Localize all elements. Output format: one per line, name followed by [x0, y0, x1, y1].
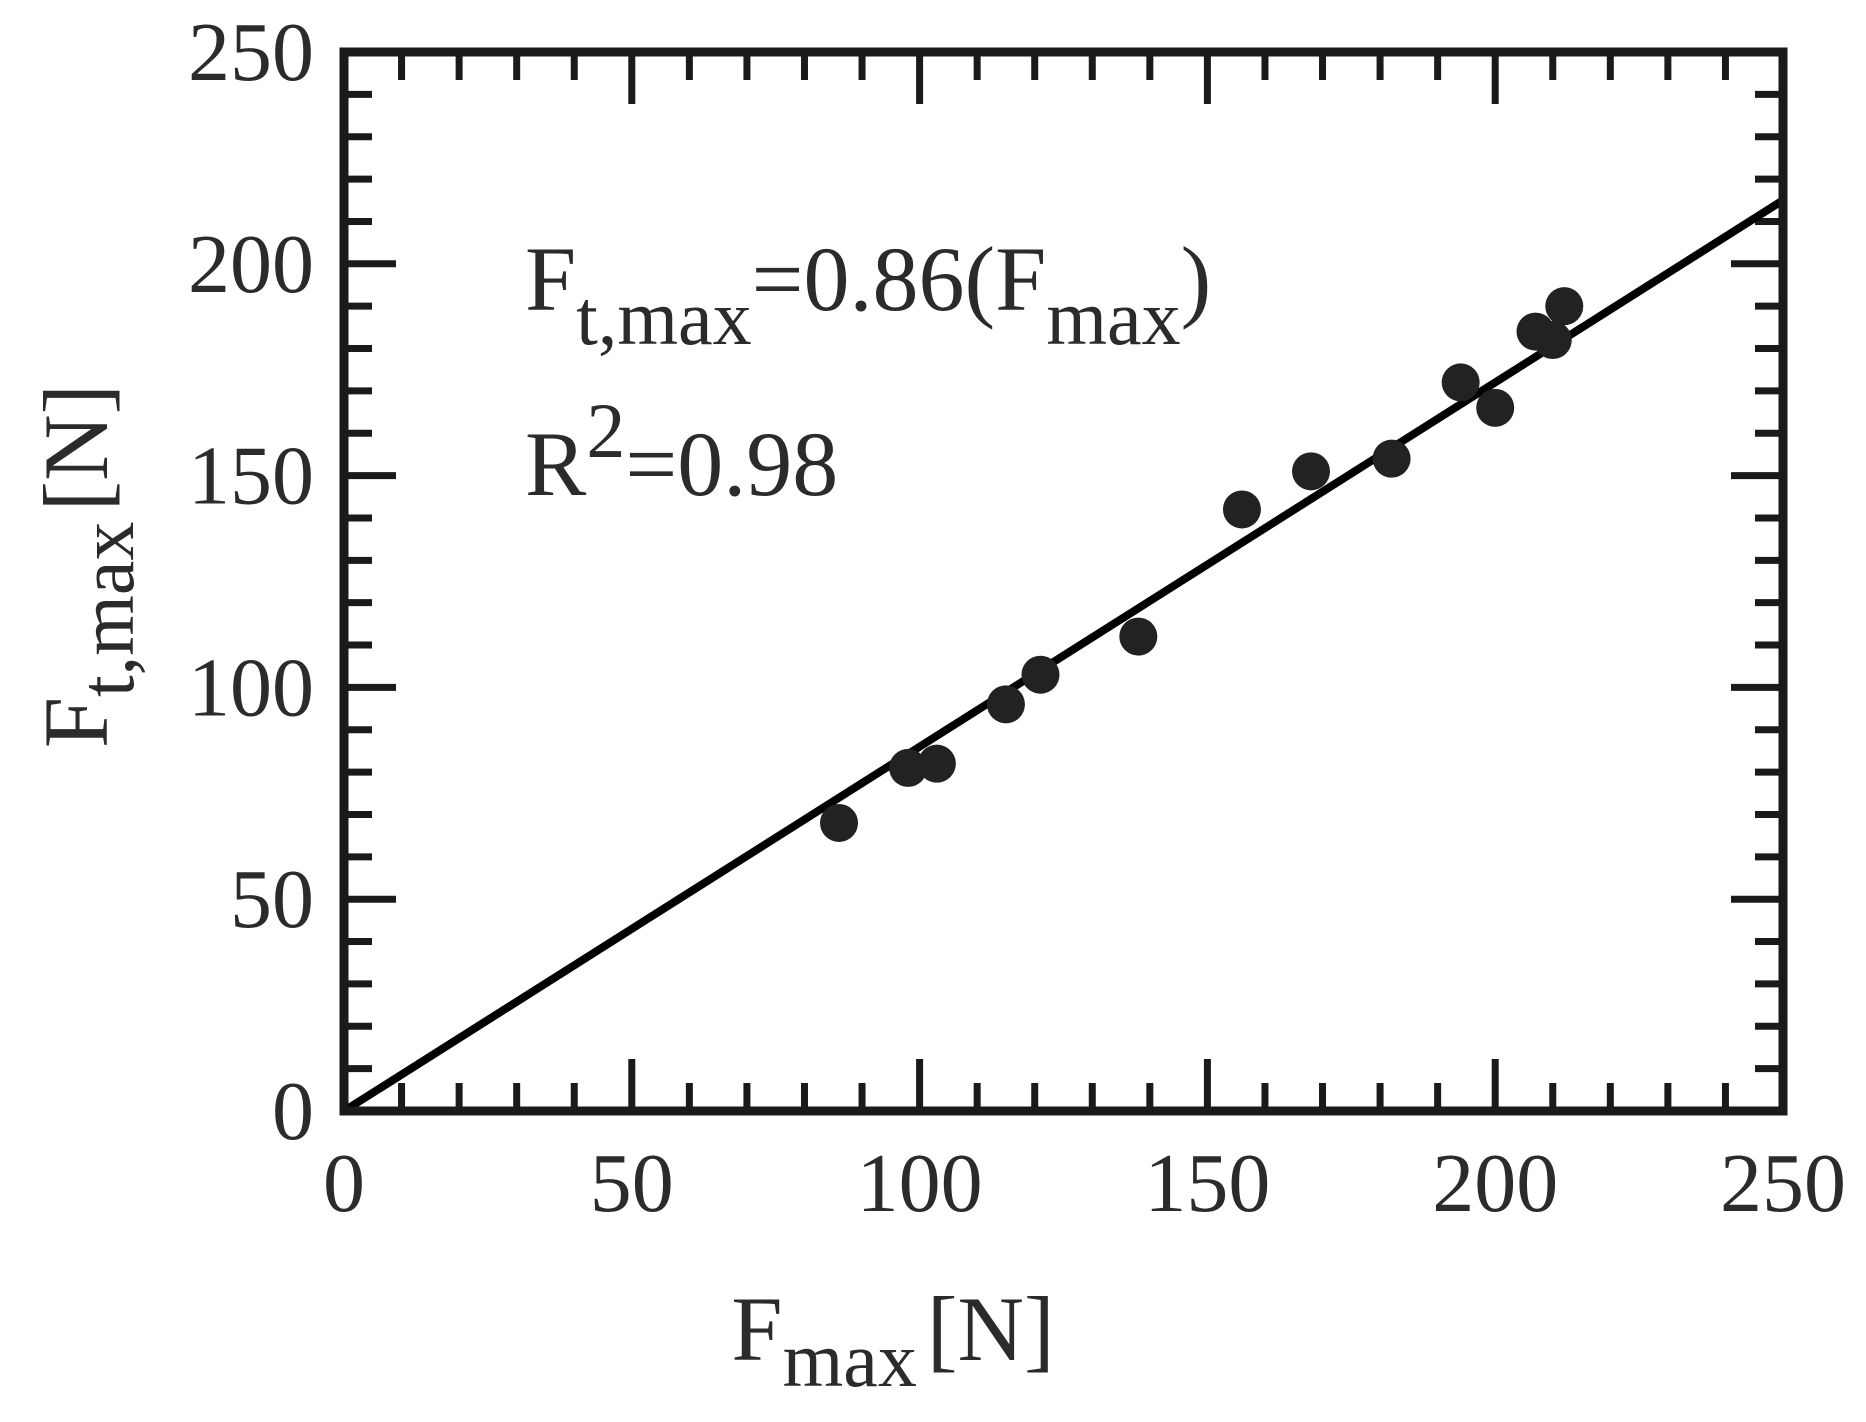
data-points	[820, 287, 1584, 842]
y-axis-label: Ft,max [N]	[25, 384, 150, 748]
y-tick-label: 0	[272, 1065, 314, 1158]
data-point	[1021, 655, 1060, 694]
x-tick-label: 150	[1144, 1137, 1270, 1230]
fit-equation-mid: =0.86(F	[752, 228, 1047, 330]
r-squared-sup: 2	[586, 387, 625, 474]
y-axis-label-sub: t,max	[63, 522, 150, 697]
fit-equation-end: )	[1181, 228, 1212, 330]
y-tick-label: 50	[230, 853, 314, 946]
r-squared-rest: =0.98	[625, 413, 838, 515]
fit-equation-lhs-sub: t,max	[576, 274, 751, 361]
x-axis-label-unit: [N]	[927, 1278, 1055, 1380]
r-squared: R2=0.98	[525, 387, 838, 515]
y-tick-label: 200	[188, 218, 314, 311]
data-point	[1441, 363, 1480, 402]
x-tick-label: 100	[857, 1137, 983, 1230]
r-squared-main: R	[525, 413, 587, 515]
x-tick-labels: 0 50 100 150 200 250	[323, 1137, 1846, 1230]
data-point	[1476, 388, 1515, 427]
fit-equation-mid-sub: max	[1046, 274, 1180, 361]
data-point	[1292, 452, 1331, 491]
data-point	[1119, 617, 1158, 656]
y-tick-label: 100	[188, 641, 314, 734]
plot-frame	[339, 47, 1788, 1116]
y-axis-label-unit: [N]	[25, 384, 127, 512]
x-axis-label-sub: max	[783, 1316, 917, 1403]
fit-equation: Ft,max=0.86(Fmax)	[525, 228, 1211, 361]
data-point	[1372, 439, 1411, 478]
data-point	[986, 685, 1025, 724]
x-tick-label: 200	[1432, 1137, 1558, 1230]
x-axis-label-main: F	[731, 1278, 782, 1380]
data-point	[820, 803, 859, 842]
data-point	[1533, 321, 1572, 360]
data-point	[1222, 490, 1261, 529]
y-axis-label-main: F	[25, 697, 127, 748]
fit-equation-lhs: F	[525, 228, 576, 330]
x-axis-label: Fmax [N]	[731, 1278, 1054, 1403]
axis-ticks	[344, 52, 1783, 1111]
x-tick-label: 50	[590, 1137, 674, 1230]
data-point	[917, 744, 956, 783]
data-point	[889, 748, 928, 787]
y-tick-labels: 0 50 100 150 200 250	[188, 6, 314, 1158]
y-tick-label: 150	[188, 430, 314, 523]
x-tick-label: 250	[1720, 1137, 1846, 1230]
y-tick-label: 250	[188, 6, 314, 99]
data-point	[1545, 287, 1584, 326]
x-tick-label: 0	[323, 1137, 365, 1230]
